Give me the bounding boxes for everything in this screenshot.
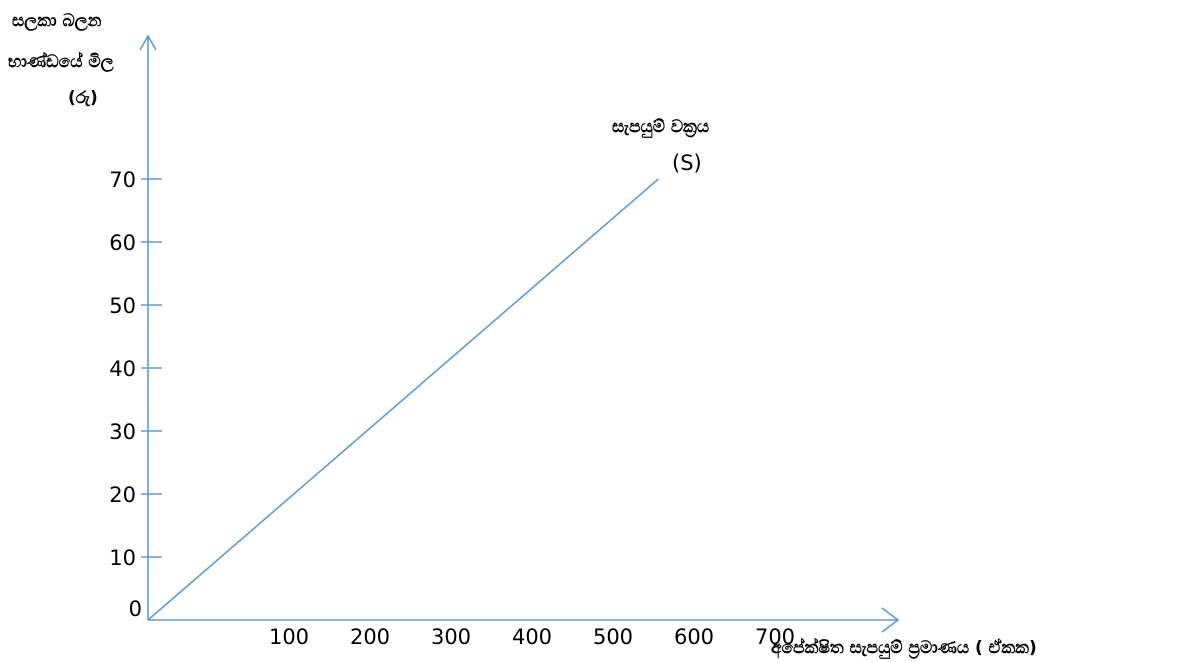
y-axis-arrow-head	[139, 34, 157, 51]
y-tick-label: 60	[109, 231, 136, 255]
y-tick-label: 0	[129, 597, 142, 621]
x-tick-label: 100	[269, 625, 309, 649]
x-axis-title: අපේක්ෂිත සැපයුම් ප්‍රමාණය ( ඒකක)	[771, 637, 1037, 659]
y-tick-label: 70	[109, 168, 136, 192]
y-axis-title-line-2: භාණ්ඩයේ මිල	[8, 51, 114, 73]
x-axis-arrow-head	[881, 607, 900, 633]
x-tick-label: 700	[755, 625, 795, 649]
x-tick-label: 500	[593, 625, 633, 649]
y-axis-ticks: 0 10 20 30 40 50 60 70	[109, 168, 162, 621]
supply-curve-line	[147, 178, 659, 621]
y-axis-title-line-1: සලකා බලන	[12, 11, 102, 32]
series-label: සැපයුම් වක්‍රය	[612, 117, 709, 138]
y-tick-label: 40	[109, 357, 136, 381]
series-symbol: (S)	[672, 151, 702, 175]
y-axis-title-line-3: (රු)	[68, 88, 98, 108]
x-tick-label: 600	[674, 625, 714, 649]
x-axis-ticks: 100 200 300 400 500 600 700	[269, 625, 795, 649]
y-tick-label: 50	[109, 294, 136, 318]
x-tick-label: 300	[431, 625, 471, 649]
x-tick-label: 200	[350, 625, 390, 649]
y-tick-label: 20	[109, 483, 136, 507]
x-tick-label: 400	[512, 625, 552, 649]
series-layer	[147, 178, 659, 621]
y-tick-label: 30	[109, 420, 136, 444]
y-tick-label: 10	[109, 546, 136, 570]
